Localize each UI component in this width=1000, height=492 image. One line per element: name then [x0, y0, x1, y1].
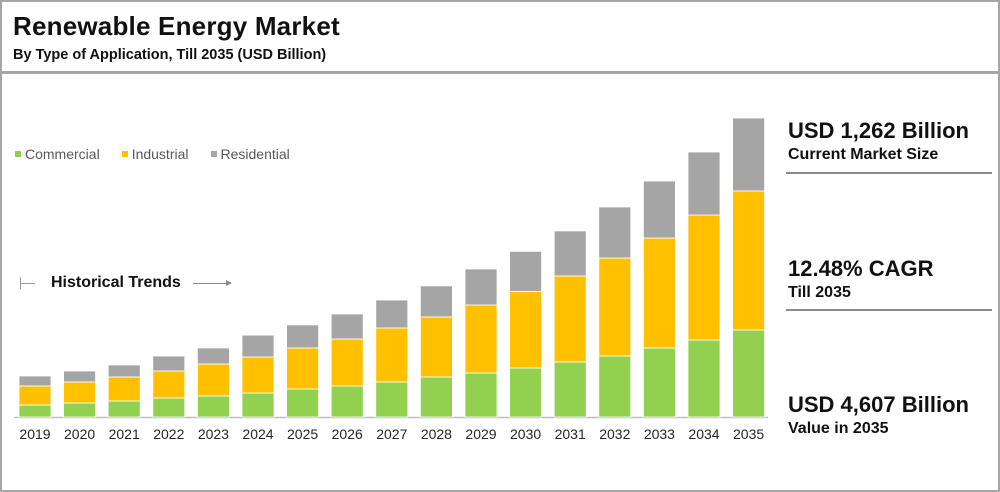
- bar-segment-residential-2025: [286, 324, 320, 349]
- chart-subtitle: By Type of Application, Till 2035 (USD B…: [13, 47, 327, 63]
- bar-segment-residential-2029: [464, 268, 498, 306]
- stat-current-market-value: USD 1,262 Billion: [788, 118, 969, 143]
- bar-segment-residential-2023: [196, 347, 230, 365]
- legend-item-commercial: Commercial: [15, 146, 100, 162]
- x-tick-label-2027: 2027: [376, 426, 407, 442]
- bar-segment-industrial-2021: [107, 376, 141, 402]
- stat-current-market-label: Current Market Size: [788, 146, 939, 163]
- bar-segment-residential-2028: [419, 285, 453, 318]
- historical-start-tick-icon: [20, 277, 21, 289]
- historical-trends-label: Historical Trends: [51, 274, 181, 291]
- bar-segment-commercial-2028: [419, 376, 453, 418]
- bar-segment-commercial-2033: [643, 347, 676, 418]
- stat-cagr: 12.48% CAGR Till 2035: [788, 256, 934, 302]
- historical-start-line: [21, 282, 35, 284]
- bar-segment-residential-2021: [107, 364, 141, 378]
- bar-segment-industrial-2030: [509, 291, 543, 369]
- bar-segment-commercial-2031: [553, 361, 587, 418]
- legend-item-residential: Residential: [210, 146, 290, 162]
- x-tick-label-2025: 2025: [287, 426, 318, 442]
- bar-segment-residential-2026: [330, 313, 364, 340]
- bar-segment-industrial-2029: [464, 304, 498, 374]
- bar-segment-industrial-2033: [643, 237, 676, 349]
- bar-segment-residential-2030: [509, 250, 543, 292]
- bar-segment-industrial-2034: [687, 214, 721, 341]
- legend-label-residential: Residential: [220, 146, 290, 162]
- bar-segment-commercial-2032: [598, 355, 632, 418]
- x-tick-label-2020: 2020: [64, 426, 95, 442]
- x-tick-label-2019: 2019: [19, 426, 50, 442]
- x-tick-label-2032: 2032: [599, 426, 630, 442]
- x-tick-label-2024: 2024: [242, 426, 273, 442]
- bar-segment-residential-2034: [687, 151, 721, 216]
- bar-segment-industrial-2024: [241, 356, 275, 394]
- historical-trends-annotation: Historical Trends: [20, 274, 232, 292]
- bar-segment-commercial-2022: [152, 397, 186, 418]
- bar-segment-residential-2027: [375, 299, 409, 329]
- legend-swatch-residential: [210, 151, 217, 157]
- stat-cagr-label: Till 2035: [788, 284, 851, 301]
- chart-legend: Commercial Industrial Residential: [15, 146, 312, 162]
- bar-segment-commercial-2020: [63, 402, 96, 418]
- bar-segment-commercial-2019: [18, 404, 52, 418]
- bar-segment-industrial-2019: [18, 385, 52, 406]
- bar-segment-residential-2031: [553, 230, 587, 277]
- bar-segment-industrial-2031: [553, 275, 587, 363]
- bar-segment-industrial-2028: [419, 316, 453, 378]
- stat-cagr-value: 12.48% CAGR: [788, 256, 934, 281]
- x-tick-label-2021: 2021: [109, 426, 140, 442]
- bar-segment-commercial-2026: [330, 385, 364, 418]
- legend-swatch-industrial: [121, 151, 128, 157]
- x-tick-label-2035: 2035: [733, 426, 764, 442]
- bar-segment-industrial-2027: [375, 327, 409, 383]
- bar-segment-industrial-2035: [732, 190, 765, 331]
- bar-segment-industrial-2020: [63, 381, 96, 404]
- x-tick-label-2023: 2023: [198, 426, 229, 442]
- bar-segment-residential-2020: [63, 370, 96, 383]
- bar-segment-industrial-2026: [330, 338, 364, 387]
- stat-value-2035: USD 4,607 Billion Value in 2035: [788, 392, 969, 438]
- stat-divider: [786, 309, 992, 311]
- stat-value-2035-label: Value in 2035: [788, 420, 889, 437]
- bar-segment-commercial-2025: [286, 388, 320, 418]
- x-tick-label-2026: 2026: [332, 426, 363, 442]
- legend-label-industrial: Industrial: [131, 146, 189, 162]
- legend-label-commercial: Commercial: [25, 146, 100, 162]
- bar-segment-industrial-2025: [286, 347, 320, 390]
- bar-segment-commercial-2034: [687, 339, 721, 418]
- bar-segment-commercial-2035: [732, 329, 765, 418]
- bar-segment-commercial-2030: [509, 367, 543, 418]
- bar-segment-industrial-2032: [598, 257, 632, 357]
- bar-segment-residential-2032: [598, 206, 632, 259]
- bar-segment-industrial-2022: [152, 370, 186, 399]
- x-tick-label-2028: 2028: [421, 426, 452, 442]
- bar-segment-residential-2022: [152, 355, 186, 372]
- stat-current-market: USD 1,262 Billion Current Market Size: [788, 118, 969, 164]
- x-tick-label-2029: 2029: [465, 426, 496, 442]
- bar-segment-commercial-2021: [107, 400, 141, 418]
- x-tick-label-2030: 2030: [510, 426, 541, 442]
- x-tick-label-2034: 2034: [688, 426, 719, 442]
- arrow-right-icon: [192, 279, 232, 286]
- bar-segment-commercial-2024: [241, 392, 275, 418]
- x-tick-label-2031: 2031: [555, 426, 586, 442]
- x-tick-label-2022: 2022: [153, 426, 184, 442]
- bar-segment-commercial-2029: [464, 372, 498, 418]
- chart-title: Renewable Energy Market: [13, 11, 340, 41]
- x-tick-label-2033: 2033: [644, 426, 675, 442]
- stat-divider: [786, 172, 992, 174]
- bar-segment-residential-2035: [732, 117, 765, 192]
- bar-segment-residential-2024: [241, 334, 275, 358]
- legend-swatch-commercial: [15, 151, 21, 157]
- bar-segment-industrial-2023: [196, 363, 230, 397]
- legend-item-industrial: Industrial: [121, 146, 189, 162]
- bar-segment-residential-2019: [18, 375, 52, 387]
- bar-segment-commercial-2023: [196, 395, 230, 418]
- bar-segment-commercial-2027: [375, 381, 409, 418]
- bar-segment-residential-2033: [643, 180, 676, 239]
- stat-value-2035-value: USD 4,607 Billion: [788, 392, 969, 417]
- chart-header: Renewable Energy Market By Type of Appli…: [2, 2, 998, 74]
